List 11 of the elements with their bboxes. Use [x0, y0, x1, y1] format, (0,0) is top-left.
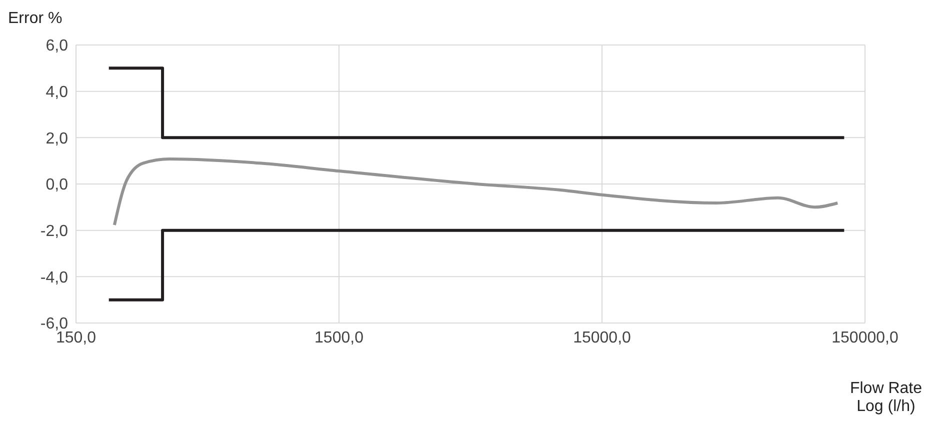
y-axis-title: Error %: [8, 10, 62, 28]
x-tick-label: 150000,0: [832, 329, 898, 346]
y-tick-label: 4,0: [46, 84, 68, 102]
x-tick-label: 1500,0: [314, 329, 364, 346]
y-tick-label: -4,0: [40, 269, 68, 286]
y-tick-label: 0,0: [46, 176, 68, 194]
y-tick-label: 2,0: [46, 130, 68, 148]
y-tick-label: 6,0: [46, 38, 68, 55]
y-tick-label: -2,0: [40, 223, 68, 240]
x-tick-label: 15000,0: [573, 329, 632, 346]
x-axis-title: Flow Rate Log (l/h): [850, 380, 922, 416]
